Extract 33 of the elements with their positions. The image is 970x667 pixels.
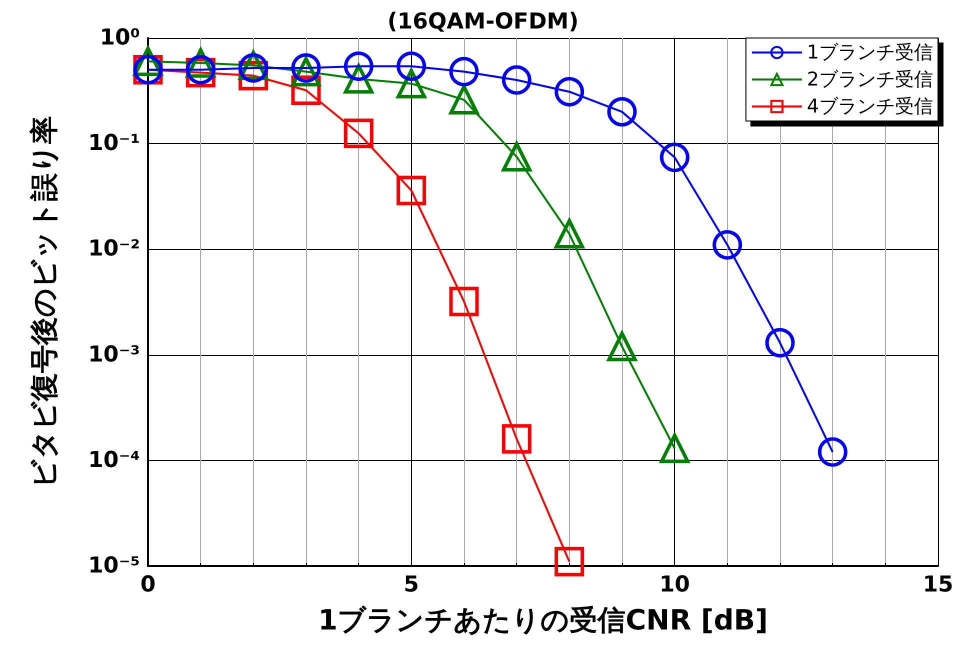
legend-label: 2ブランチ受信 <box>806 68 934 90</box>
chart-title: (16QAM-OFDM) <box>387 10 579 34</box>
x-axis-title: 1ブランチあたりの受信CNR [dB] <box>318 604 768 636</box>
point <box>449 286 479 316</box>
point <box>660 142 690 172</box>
y-axis-title: ビタビ復号後のビット誤り率 <box>28 116 60 488</box>
point <box>607 332 637 362</box>
point <box>449 56 479 86</box>
legend-label: 1ブランチ受信 <box>806 42 934 64</box>
point <box>554 76 584 106</box>
point <box>607 97 637 127</box>
y-tick-label: 10⁻³ <box>88 342 140 368</box>
point <box>502 424 532 454</box>
y-tick-label: 10⁻¹ <box>88 131 140 156</box>
y-tick-label: 10⁻⁴ <box>88 448 140 473</box>
point <box>396 176 426 206</box>
point <box>554 546 584 576</box>
x-tick-label: 15 <box>922 572 954 598</box>
legend-label: 4ブランチ受信 <box>806 96 934 118</box>
x-tick-label: 10 <box>659 572 690 598</box>
point <box>396 68 426 98</box>
point <box>502 65 532 95</box>
point <box>396 52 426 81</box>
point <box>818 437 848 467</box>
x-tick-label: 0 <box>140 572 156 598</box>
y-tick-label: 10⁰ <box>100 26 140 50</box>
point <box>765 328 795 358</box>
point <box>344 52 374 81</box>
x-tick-label: 5 <box>404 572 419 598</box>
y-tick-label: 10⁻² <box>88 236 140 262</box>
point <box>712 230 742 260</box>
y-tick-label: 10⁻⁵ <box>88 554 140 578</box>
point <box>344 118 374 148</box>
